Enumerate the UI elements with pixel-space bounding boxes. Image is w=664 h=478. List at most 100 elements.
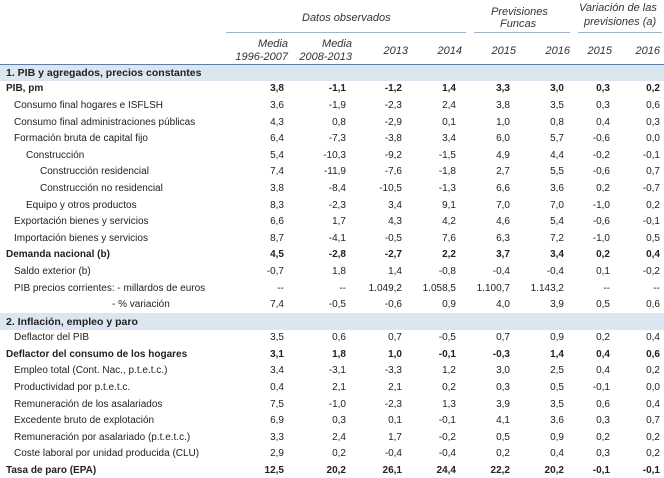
cell-value: -3,8 [384,133,402,145]
cell-value: 0,2 [646,83,660,95]
cell-value: 0,8 [550,116,564,128]
row-label: Equipo y otros productos [26,199,137,211]
cell-value: 20,2 [288,462,350,478]
cell-value [460,64,514,82]
row-label: Consumo final hogares e ISFLSH [14,99,163,111]
cell-value: -3,1 [328,365,346,377]
cell-value [568,64,614,82]
row-label: - % variación [112,299,170,311]
cell-value: 0,4 [596,348,610,360]
row-label: Excedente bruto de explotación [14,415,155,427]
cell-value: 6,3 [496,232,510,244]
row-label: Demanda nacional (b) [6,249,110,261]
cell-value: 1,0 [496,116,510,128]
cell-value: -1,9 [328,99,346,111]
row-label: Consumo final administraciones públicas [14,116,196,128]
cell-value: 0,3 [596,415,610,427]
cell-value: 3,0 [550,83,564,95]
cell-value: 4,3 [270,116,284,128]
row-label: Formación bruta de capital fijo [14,133,148,145]
cell-value: -3,3 [384,365,402,377]
cell-value: 0,2 [646,365,660,377]
cell-value: 0,9 [442,299,456,311]
table-body: 1. PIB y agregados, precios constantes PI… [0,64,664,478]
cell-value: 9,1 [442,199,456,211]
cell-value: 0,3 [332,415,346,427]
cell-value: 1,7 [332,216,346,228]
cell-value: 0,2 [596,249,610,261]
cell-value: 5,4 [550,216,564,228]
cell-value: 3,6 [550,415,564,427]
cell-value: 4,6 [496,216,510,228]
cell-value: -- [653,282,660,294]
cell-value: -2,7 [384,249,402,261]
cell-value: -0,1 [642,216,660,228]
forecast-table: 1. PIB y agregados, precios constantes PI… [0,64,664,478]
cell-value: 3,3 [496,83,510,95]
cell-value: 2,2 [442,249,456,261]
cell-value: -0,4 [492,265,510,277]
row-label: Empleo total (Cont. Nac., p.t.e.t.c.) [14,365,168,377]
cell-value: 3,4 [388,199,402,211]
cell-value: 3,5 [550,398,564,410]
cell-value: 0,4 [270,382,284,394]
row-label: Deflactor del consumo de los hogares [6,348,188,360]
cell-value: 7,2 [550,232,564,244]
row-label: 1. PIB y agregados, precios constantes [0,64,228,82]
col-header-var-2016: 2016 [635,45,660,57]
cell-value: -0,4 [384,448,402,460]
cell-value: -0,2 [438,431,456,443]
cell-value: 3,4 [442,133,456,145]
cell-value: 0,3 [596,448,610,460]
cell-value: 1,4 [442,83,456,95]
table-row: Equipo y otros productos 8,3 -2,3 3,4 9,1 7,0… [0,197,664,214]
cell-value: 0,3 [646,116,660,128]
cell-value: 7,0 [550,199,564,211]
cell-value: 0,3 [596,99,610,111]
table-row: PIB, pm 3,8 -1,1 -1,2 1,4 3,3 3,0 0,3 0,2 [0,81,664,98]
cell-value: -0,6 [592,133,610,145]
table-row: Construcción no residencial 3,8 -8,4 -10,5 -… [0,181,664,198]
cell-value: -0,7 [266,265,284,277]
cell-value: -1,8 [438,166,456,178]
row-label: Saldo exterior (b) [14,265,91,277]
table-row: Deflactor del consumo de los hogares 3,1 1… [0,347,664,364]
cell-value: 0,9 [550,332,564,344]
cell-value: -1,3 [438,182,456,194]
row-label: Remuneración de los asalariados [14,398,163,410]
cell-value: -0,7 [642,182,660,194]
cell-value: 3,6 [270,99,284,111]
table-row: Exportación bienes y servicios 6,6 1,7 4,3 4… [0,214,664,231]
cell-value: -0,2 [642,265,660,277]
cell-value: 0,2 [646,448,660,460]
cell-value [288,313,350,330]
cell-value [514,313,568,330]
cell-value: -1,5 [438,149,456,161]
row-label: PIB precios corrientes: - millardos de e… [14,282,206,294]
cell-value: 1.058,5 [422,282,456,294]
cell-value: -1,0 [592,232,610,244]
cell-value: -0,2 [592,149,610,161]
cell-value: 3,9 [496,398,510,410]
cell-value: -0,6 [384,299,402,311]
cell-value: -0,5 [384,232,402,244]
table-row: PIB precios corrientes: - millardos de e… [0,280,664,297]
cell-value: 7,6 [442,232,456,244]
cell-value: 24,4 [406,462,460,478]
cell-value: -1,1 [328,83,346,95]
cell-value: 4,1 [496,415,510,427]
cell-value: 0,2 [646,431,660,443]
cell-value: -0,5 [328,299,346,311]
table-row: - % variación 7,4 -0,5 -0,6 0,9 4,0 3,9 0,5 0,6 [0,297,664,314]
cell-value: 0,0 [646,382,660,394]
row-label: Tasa de paro (EPA) [0,462,228,478]
cell-value [460,313,514,330]
cell-value: 22,2 [460,462,514,478]
cell-value: 0,7 [496,332,510,344]
table-row: Formación bruta de capital fijo 6,4 -7,3 -3… [0,131,664,148]
table-row: Construcción residencial 7,4 -11,9 -7,6 -1,8… [0,164,664,181]
header-group-forecast-line2: Funcas [500,18,537,30]
cell-value: 0,2 [596,182,610,194]
col-header-media-2008-l1: Media [322,38,352,50]
